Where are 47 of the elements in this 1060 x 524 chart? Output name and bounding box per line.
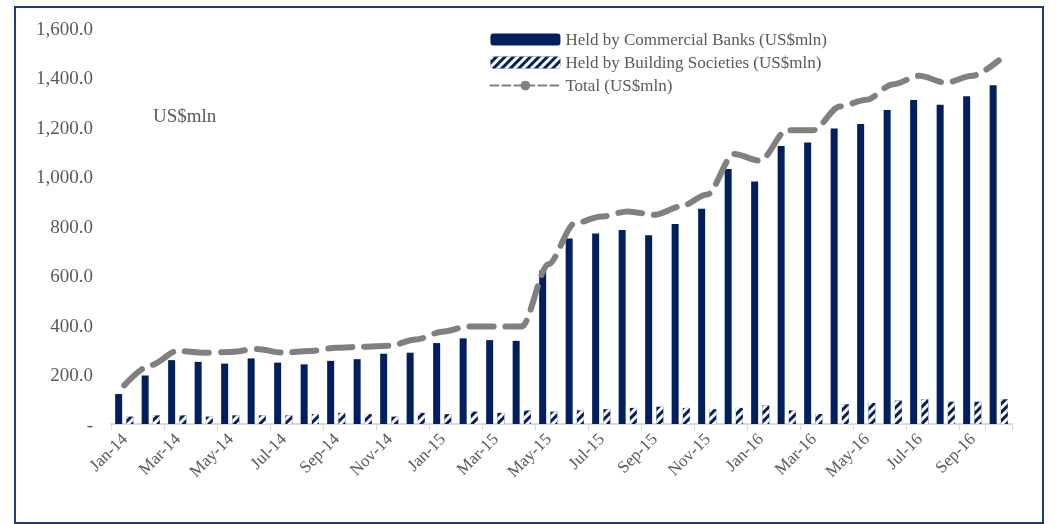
bar [406, 352, 414, 424]
bar [963, 96, 971, 424]
bar [168, 360, 176, 424]
bar [194, 361, 202, 424]
bar [274, 362, 282, 424]
bar [698, 208, 706, 424]
bar [910, 100, 918, 424]
bar [141, 375, 149, 424]
bar [433, 343, 441, 424]
y-tick-label: 200.0 [50, 364, 93, 385]
bar [486, 340, 494, 424]
bar [247, 358, 255, 424]
bar [459, 338, 467, 424]
bar [989, 85, 997, 424]
bar [115, 394, 123, 424]
y-tick-label: 400.0 [50, 314, 93, 336]
bar [618, 229, 626, 424]
y-tick-label: 1,000.0 [36, 166, 93, 187]
y-tick-label: 1,200.0 [36, 116, 93, 138]
bar [512, 340, 520, 424]
y-tick-label: 1,600.0 [36, 17, 93, 39]
bar [857, 124, 865, 424]
bar [592, 233, 600, 424]
bar [300, 364, 308, 424]
y-tick-label: - [86, 413, 93, 435]
legend-label: Held by Building Societies (US$mln) [565, 53, 822, 72]
bar [353, 359, 361, 424]
bar [221, 363, 229, 424]
bar [671, 224, 679, 424]
bar [936, 104, 944, 424]
bar [327, 360, 335, 424]
bar [777, 146, 785, 424]
bar [645, 235, 653, 424]
y-tick-label: 1,400.0 [36, 67, 93, 88]
annotation: US$mln [153, 105, 217, 126]
bar [380, 353, 388, 424]
bar [724, 169, 732, 424]
legend-label: Held by Commercial Banks (US$mln) [565, 30, 827, 49]
bar [804, 142, 812, 424]
bar [751, 181, 759, 424]
bar [565, 238, 573, 424]
bar [830, 128, 838, 424]
y-tick-label: 600.0 [50, 265, 93, 286]
legend-label: Total (US$mln) [565, 76, 673, 95]
y-tick-label: 800.0 [50, 215, 93, 237]
bar [539, 270, 547, 424]
bar [883, 109, 891, 424]
